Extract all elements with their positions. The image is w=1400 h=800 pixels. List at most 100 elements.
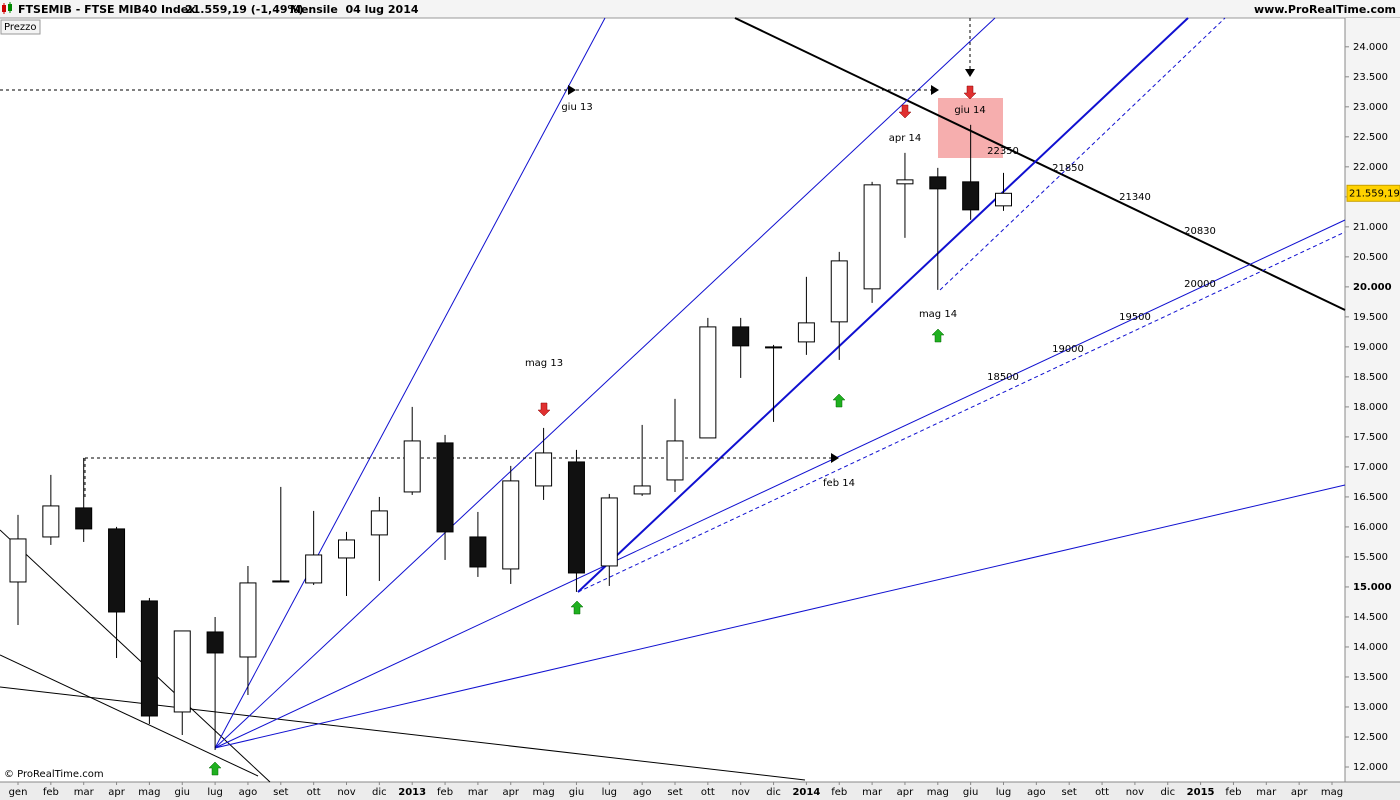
x-tick-label: ott <box>701 787 715 798</box>
trend-line <box>0 686 806 781</box>
candle-body <box>600 497 618 567</box>
x-tick-label: lug <box>602 787 617 798</box>
x-tick-label: dic <box>1160 787 1175 798</box>
x-tick-label: set <box>1062 787 1077 798</box>
candle-body <box>436 442 454 533</box>
annotation: mag 13 <box>525 358 563 369</box>
y-tick-label: 21.000 <box>1353 222 1388 233</box>
signal-down <box>537 85 977 417</box>
x-tick-label: mag <box>532 787 554 798</box>
y-tick-label: 23.000 <box>1353 102 1388 113</box>
y-tick-label: 15.000 <box>1353 582 1392 593</box>
y-tick-label: 12.500 <box>1353 732 1388 743</box>
annotation: 21340 <box>1119 192 1151 203</box>
candle-body <box>962 181 980 211</box>
y-tick-label: 22.000 <box>1353 162 1388 173</box>
y-tick-label: 22.500 <box>1353 132 1388 143</box>
logo-icon <box>2 2 12 14</box>
annotation: giu 13 <box>561 102 592 113</box>
x-tick-label: nov <box>732 787 750 798</box>
chart-title: FTSEMIB - FTSE MIB40 Index <box>18 3 195 16</box>
y-tick-label: 17.000 <box>1353 462 1388 473</box>
y-tick-label: 14.000 <box>1353 642 1388 653</box>
x-tick-label: lug <box>996 787 1011 798</box>
fan-line <box>577 231 1346 593</box>
candle-body <box>9 538 27 583</box>
y-axis-band <box>1345 18 1400 782</box>
fan-line <box>214 219 1346 749</box>
drawings: giu 13 mag 13 feb 14 apr 14 giu 14 mag 1… <box>0 17 1346 783</box>
annotation: feb 14 <box>823 478 855 489</box>
panel-label-box <box>0 19 41 35</box>
y-tick-label: 19.500 <box>1353 312 1388 323</box>
fan-line <box>939 17 1226 291</box>
y-tick-label: 15.500 <box>1353 552 1388 563</box>
x-tick-label: lug <box>207 787 222 798</box>
candle-body <box>272 580 290 583</box>
candle-body <box>239 582 257 658</box>
copyright: © ProRealTime.com <box>4 769 104 780</box>
fan-line <box>214 484 1346 749</box>
last-price-label: 21.559,19 <box>1349 188 1400 199</box>
annotation: mag 14 <box>919 309 957 320</box>
x-tick-label: mar <box>1256 787 1277 798</box>
annotation: 19000 <box>1052 344 1084 355</box>
annotation: 21850 <box>1052 163 1084 174</box>
x-tick-label: mar <box>74 787 95 798</box>
candle-body <box>633 485 651 495</box>
candle-body <box>797 322 815 343</box>
x-tick-label: 2014 <box>792 787 820 798</box>
annotation: apr 14 <box>889 133 922 144</box>
y-tick-label: 23.500 <box>1353 72 1388 83</box>
candle-body <box>469 536 487 568</box>
x-tick-label: gen <box>9 787 28 798</box>
panel-label: Prezzo <box>4 22 37 33</box>
x-tick-label: set <box>667 787 682 798</box>
annotation: 20830 <box>1184 226 1216 237</box>
candle-body <box>699 326 717 439</box>
candle-body <box>995 192 1012 207</box>
x-tick-label: set <box>273 787 288 798</box>
x-tick-label: dic <box>372 787 387 798</box>
x-tick-label: apr <box>502 787 519 798</box>
candle-body <box>42 505 60 538</box>
x-tick-label: apr <box>897 787 914 798</box>
x-tick-label: 2015 <box>1187 787 1215 798</box>
candle-body <box>535 452 553 487</box>
header-bar <box>0 0 1400 18</box>
y-tick-label: 13.000 <box>1353 702 1388 713</box>
x-tick-label: feb <box>831 787 847 798</box>
quote: 21.559,19 (-1,49%) <box>185 3 304 16</box>
y-tick-label: 17.500 <box>1353 432 1388 443</box>
annotation: 22350 <box>987 146 1019 157</box>
x-tick-label: giu <box>175 787 190 798</box>
trend-line <box>0 654 259 777</box>
y-tick-label: 20.500 <box>1353 252 1388 263</box>
candle-body <box>206 631 224 654</box>
x-tick-label: feb <box>1225 787 1241 798</box>
candle-body <box>75 507 93 530</box>
last-price-box <box>1346 184 1400 202</box>
y-tick-label: 18.500 <box>1353 372 1388 383</box>
annotation: giu 14 <box>954 105 985 116</box>
candles <box>9 124 1012 751</box>
period: Mensile 04 lug 2014 <box>290 3 419 16</box>
x-tick-label: mar <box>468 787 489 798</box>
x-tick-label: nov <box>337 787 355 798</box>
candle-body <box>502 480 520 570</box>
candle-body <box>403 440 421 493</box>
candle-body <box>173 630 191 713</box>
x-tick-label: ago <box>239 787 258 798</box>
x-tick-label: dic <box>766 787 781 798</box>
x-tick-label: ott <box>1095 787 1109 798</box>
y-tick-label: 13.500 <box>1353 672 1388 683</box>
x-tick-label: ago <box>1027 787 1046 798</box>
candle-body <box>338 539 355 559</box>
signal-up <box>208 328 945 776</box>
y-tick-label: 16.000 <box>1353 522 1388 533</box>
x-tick-label: giu <box>963 787 978 798</box>
x-tick-label: feb <box>437 787 453 798</box>
candle-body <box>896 179 914 185</box>
x-tick-label: apr <box>1291 787 1308 798</box>
